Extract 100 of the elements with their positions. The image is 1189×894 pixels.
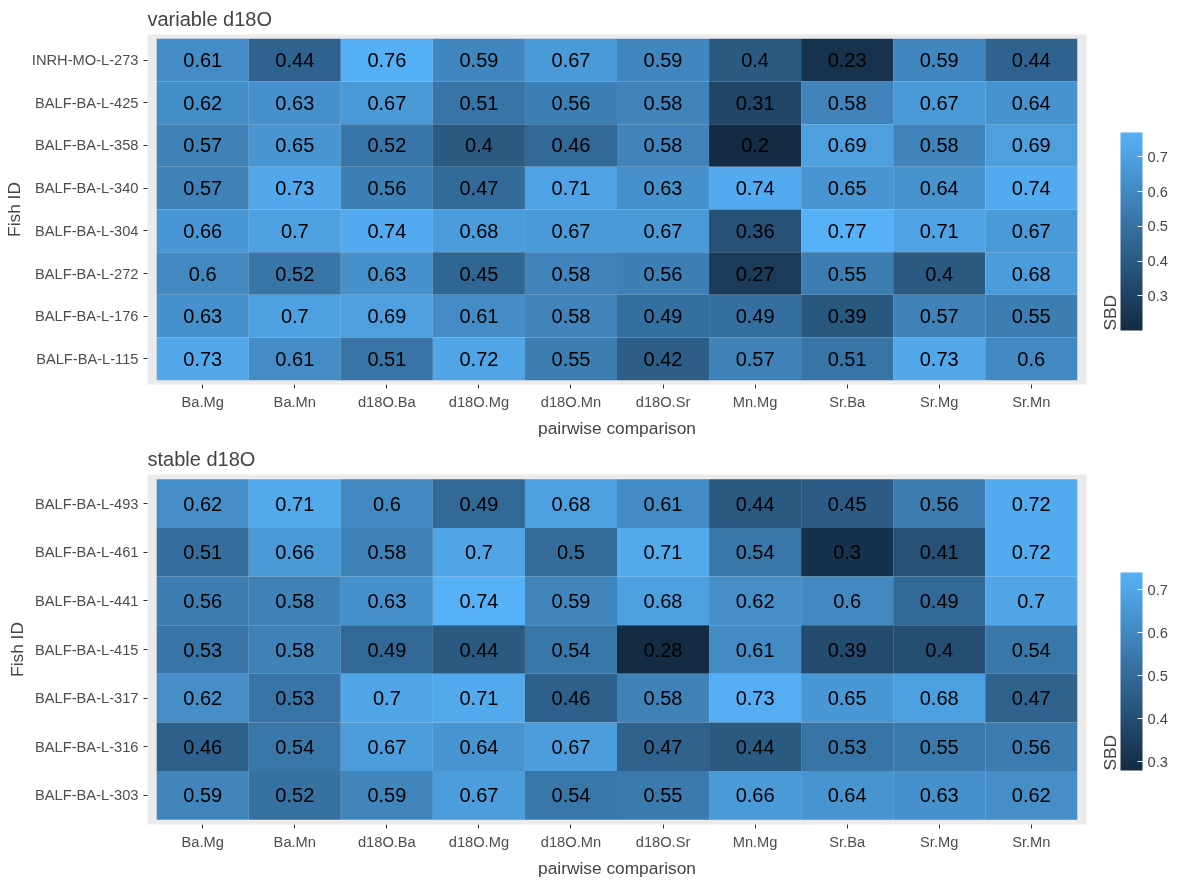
data-label: 0.51 <box>827 347 867 370</box>
data-label: 0.68 <box>919 687 959 710</box>
data-label: 0.67 <box>367 735 407 758</box>
data-label: 0.7 <box>372 687 401 710</box>
data-label: 0.54 <box>735 541 775 564</box>
data-label: 0.69 <box>827 134 867 157</box>
data-label: 0.7 <box>280 219 309 242</box>
data-label: 0.64 <box>827 784 867 807</box>
x-tick-label: d18O.Ba <box>357 833 417 850</box>
data-label: 0.61 <box>183 49 223 72</box>
data-label: 0.55 <box>827 262 867 285</box>
chart-title: stable d18O <box>147 447 256 470</box>
data-label: 0.56 <box>367 177 407 200</box>
data-label: 0.28 <box>643 638 683 661</box>
data-label: 0.59 <box>551 589 591 612</box>
data-label: 0.36 <box>735 219 775 242</box>
data-label: 0.58 <box>919 134 959 157</box>
data-label: 0.73 <box>919 347 959 370</box>
chart-title: variable d18O <box>147 7 273 30</box>
color-bar-label: 0.7 <box>1147 581 1168 598</box>
x-tick-label: Mn.Mg <box>732 833 778 850</box>
data-label: 0.55 <box>551 347 591 370</box>
data-label: 0.54 <box>551 638 591 661</box>
data-label: 0.58 <box>551 305 591 328</box>
data-label: 0.64 <box>459 735 499 758</box>
data-label: 0.51 <box>183 541 223 564</box>
data-label: 0.44 <box>459 638 499 661</box>
color-bar-label: 0.6 <box>1147 624 1168 641</box>
data-label: 0.41 <box>919 541 959 564</box>
data-label: 0.3 <box>833 541 862 564</box>
y-axis-title: Fish ID <box>7 622 28 677</box>
data-label: 0.67 <box>643 219 683 242</box>
data-label: 0.56 <box>183 589 223 612</box>
y-tick-label: BALF-BA-L-425 <box>35 94 139 111</box>
x-tick-label: d18O.Ba <box>357 393 417 410</box>
data-label: 0.63 <box>367 262 407 285</box>
data-label: 0.61 <box>643 492 683 515</box>
data-label: 0.58 <box>275 638 315 661</box>
data-label: 0.44 <box>275 49 315 72</box>
x-tick-label: d18O.Sr <box>635 393 691 410</box>
data-label: 0.62 <box>1011 784 1051 807</box>
data-label: 0.39 <box>827 638 867 661</box>
y-tick-label: BALF-BA-L-493 <box>35 495 139 512</box>
data-label: 0.47 <box>1011 687 1051 710</box>
data-label: 0.71 <box>459 687 499 710</box>
data-label: 0.67 <box>551 735 591 758</box>
data-label: 0.59 <box>183 784 223 807</box>
data-label: 0.77 <box>827 219 867 242</box>
data-label: 0.63 <box>367 589 407 612</box>
data-label: 0.67 <box>919 91 959 114</box>
data-label: 0.57 <box>735 347 775 370</box>
x-tick-label: d18O.Mn <box>540 393 602 410</box>
color-bar-title: SBD <box>1099 734 1120 771</box>
data-label: 0.64 <box>919 177 959 200</box>
data-label: 0.44 <box>735 735 775 758</box>
data-label: 0.63 <box>275 91 315 114</box>
data-label: 0.45 <box>827 492 867 515</box>
data-label: 0.68 <box>643 589 683 612</box>
data-label: 0.51 <box>367 347 407 370</box>
data-label: 0.66 <box>735 784 775 807</box>
data-label: 0.2 <box>741 134 769 157</box>
data-label: 0.49 <box>459 492 499 515</box>
x-tick-label: Ba.Mg <box>181 393 224 410</box>
data-label: 0.53 <box>827 735 867 758</box>
data-label: 0.71 <box>551 177 591 200</box>
data-label: 0.74 <box>735 177 775 200</box>
x-tick-label: Sr.Mn <box>1012 393 1051 410</box>
data-label: 0.67 <box>459 784 499 807</box>
x-tick-label: Sr.Ba <box>829 833 866 850</box>
data-label: 0.6 <box>188 262 217 285</box>
data-label: 0.54 <box>275 735 315 758</box>
x-tick-label: d18O.Mg <box>448 833 510 850</box>
x-tick-label: d18O.Mn <box>540 833 602 850</box>
data-label: 0.72 <box>1011 541 1051 564</box>
x-tick-label: d18O.Sr <box>635 833 691 850</box>
data-label: 0.72 <box>1011 492 1051 515</box>
data-label: 0.67 <box>367 91 407 114</box>
color-bar-label: 0.3 <box>1147 753 1168 770</box>
data-label: 0.71 <box>275 492 315 515</box>
data-label: 0.62 <box>183 492 223 515</box>
x-tick-label: Ba.Mn <box>273 393 316 410</box>
data-label: 0.64 <box>1011 91 1051 114</box>
data-label: 0.69 <box>367 305 407 328</box>
data-label: 0.56 <box>919 492 959 515</box>
y-tick-label: BALF-BA-L-316 <box>35 738 139 755</box>
color-bar-label: 0.7 <box>1147 148 1168 165</box>
data-label: 0.67 <box>1011 219 1051 242</box>
data-label: 0.61 <box>275 347 315 370</box>
data-label: 0.58 <box>643 687 683 710</box>
data-label: 0.74 <box>459 589 499 612</box>
data-label: 0.71 <box>919 219 959 242</box>
data-label: 0.7 <box>280 305 309 328</box>
data-label: 0.42 <box>643 347 683 370</box>
y-tick-label: BALF-BA-L-272 <box>35 265 139 282</box>
data-label: 0.6 <box>372 492 401 515</box>
data-label: 0.23 <box>827 49 867 72</box>
data-label: 0.66 <box>183 219 223 242</box>
color-bar-label: 0.4 <box>1147 710 1168 727</box>
data-label: 0.73 <box>735 687 775 710</box>
data-label: 0.4 <box>741 49 769 72</box>
